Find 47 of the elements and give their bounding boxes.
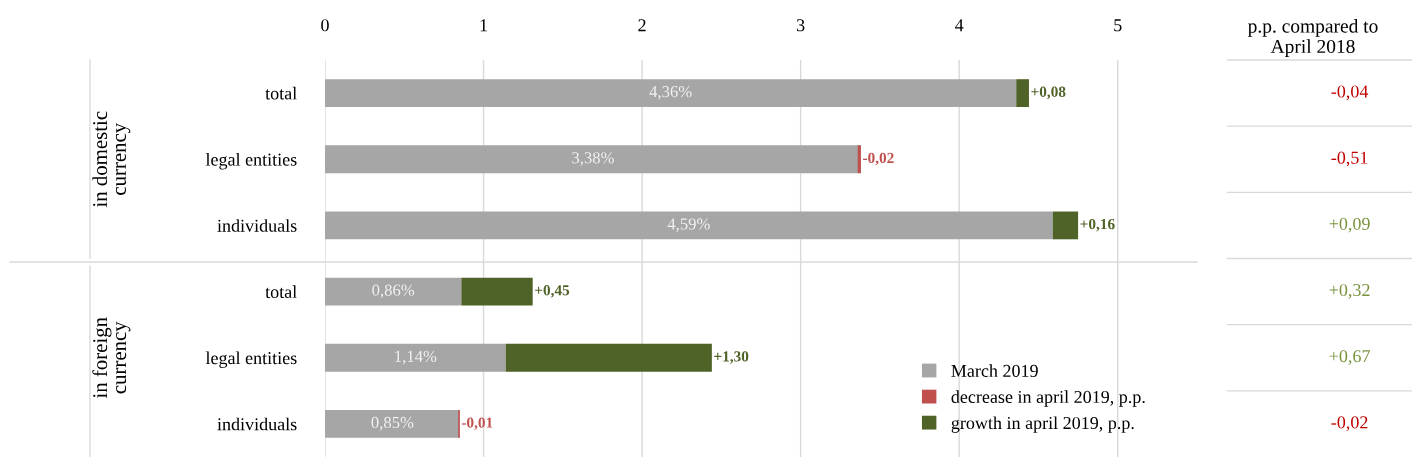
- text: +0,32: [1329, 283, 1370, 299]
- bar: [325, 410, 460, 438]
- data-label: 3,38%: [572, 152, 614, 166]
- data-label: -0,02: [863, 152, 894, 166]
- data-label: +0,45: [535, 285, 570, 298]
- bar: [325, 79, 1017, 107]
- text: +0,09: [1329, 217, 1370, 233]
- bar: [857, 145, 861, 174]
- bar: [1016, 79, 1029, 107]
- text: -0,51: [1331, 151, 1368, 167]
- legend-label: decrease in april 2019, p.p.: [951, 390, 1145, 407]
- bar: [325, 145, 861, 174]
- y-tick-label: individuals: [217, 417, 297, 431]
- y-tick-label: individuals: [217, 219, 297, 232]
- legend-label: March 2019: [951, 364, 1038, 377]
- x-tick-label: 5: [1114, 19, 1122, 32]
- data-label: -0,01: [461, 417, 493, 430]
- text: in foreign currency: [92, 317, 131, 399]
- bar: [461, 277, 533, 306]
- bar: [325, 277, 462, 306]
- text: -0,04: [1331, 85, 1369, 101]
- x-tick-label: 4: [955, 19, 964, 32]
- text: p.p. compared to April 2018: [1247, 19, 1378, 57]
- text: -0,02: [1331, 416, 1368, 432]
- y-tick-label: legal entities: [205, 351, 297, 368]
- text: +0,67: [1329, 350, 1370, 365]
- x-tick-label: 2: [638, 19, 646, 32]
- legend-label: growth in april 2019, p.p.: [951, 416, 1134, 433]
- y-tick-label: total: [265, 285, 297, 299]
- x-tick-label: 1: [480, 19, 487, 32]
- data-label: 0,85%: [371, 416, 414, 431]
- y-tick-label: total: [265, 86, 297, 100]
- x-tick-label: 3: [796, 19, 805, 32]
- data-label: 4,36%: [649, 86, 692, 100]
- bar: [1052, 211, 1079, 240]
- data-label: 4,59%: [667, 218, 710, 232]
- text: in domestic currency: [92, 111, 131, 208]
- bar: [325, 211, 1053, 240]
- bar: [325, 343, 506, 372]
- bar: [505, 343, 712, 372]
- data-label: 1,14%: [395, 350, 437, 365]
- data-label: +0,08: [1031, 86, 1066, 100]
- y-tick-label: legal entities: [205, 152, 297, 170]
- x-tick-label: 0: [321, 19, 329, 32]
- data-label: 0,86%: [372, 284, 415, 299]
- data-label: +0,16: [1080, 218, 1115, 232]
- data-label: +1,30: [714, 351, 749, 364]
